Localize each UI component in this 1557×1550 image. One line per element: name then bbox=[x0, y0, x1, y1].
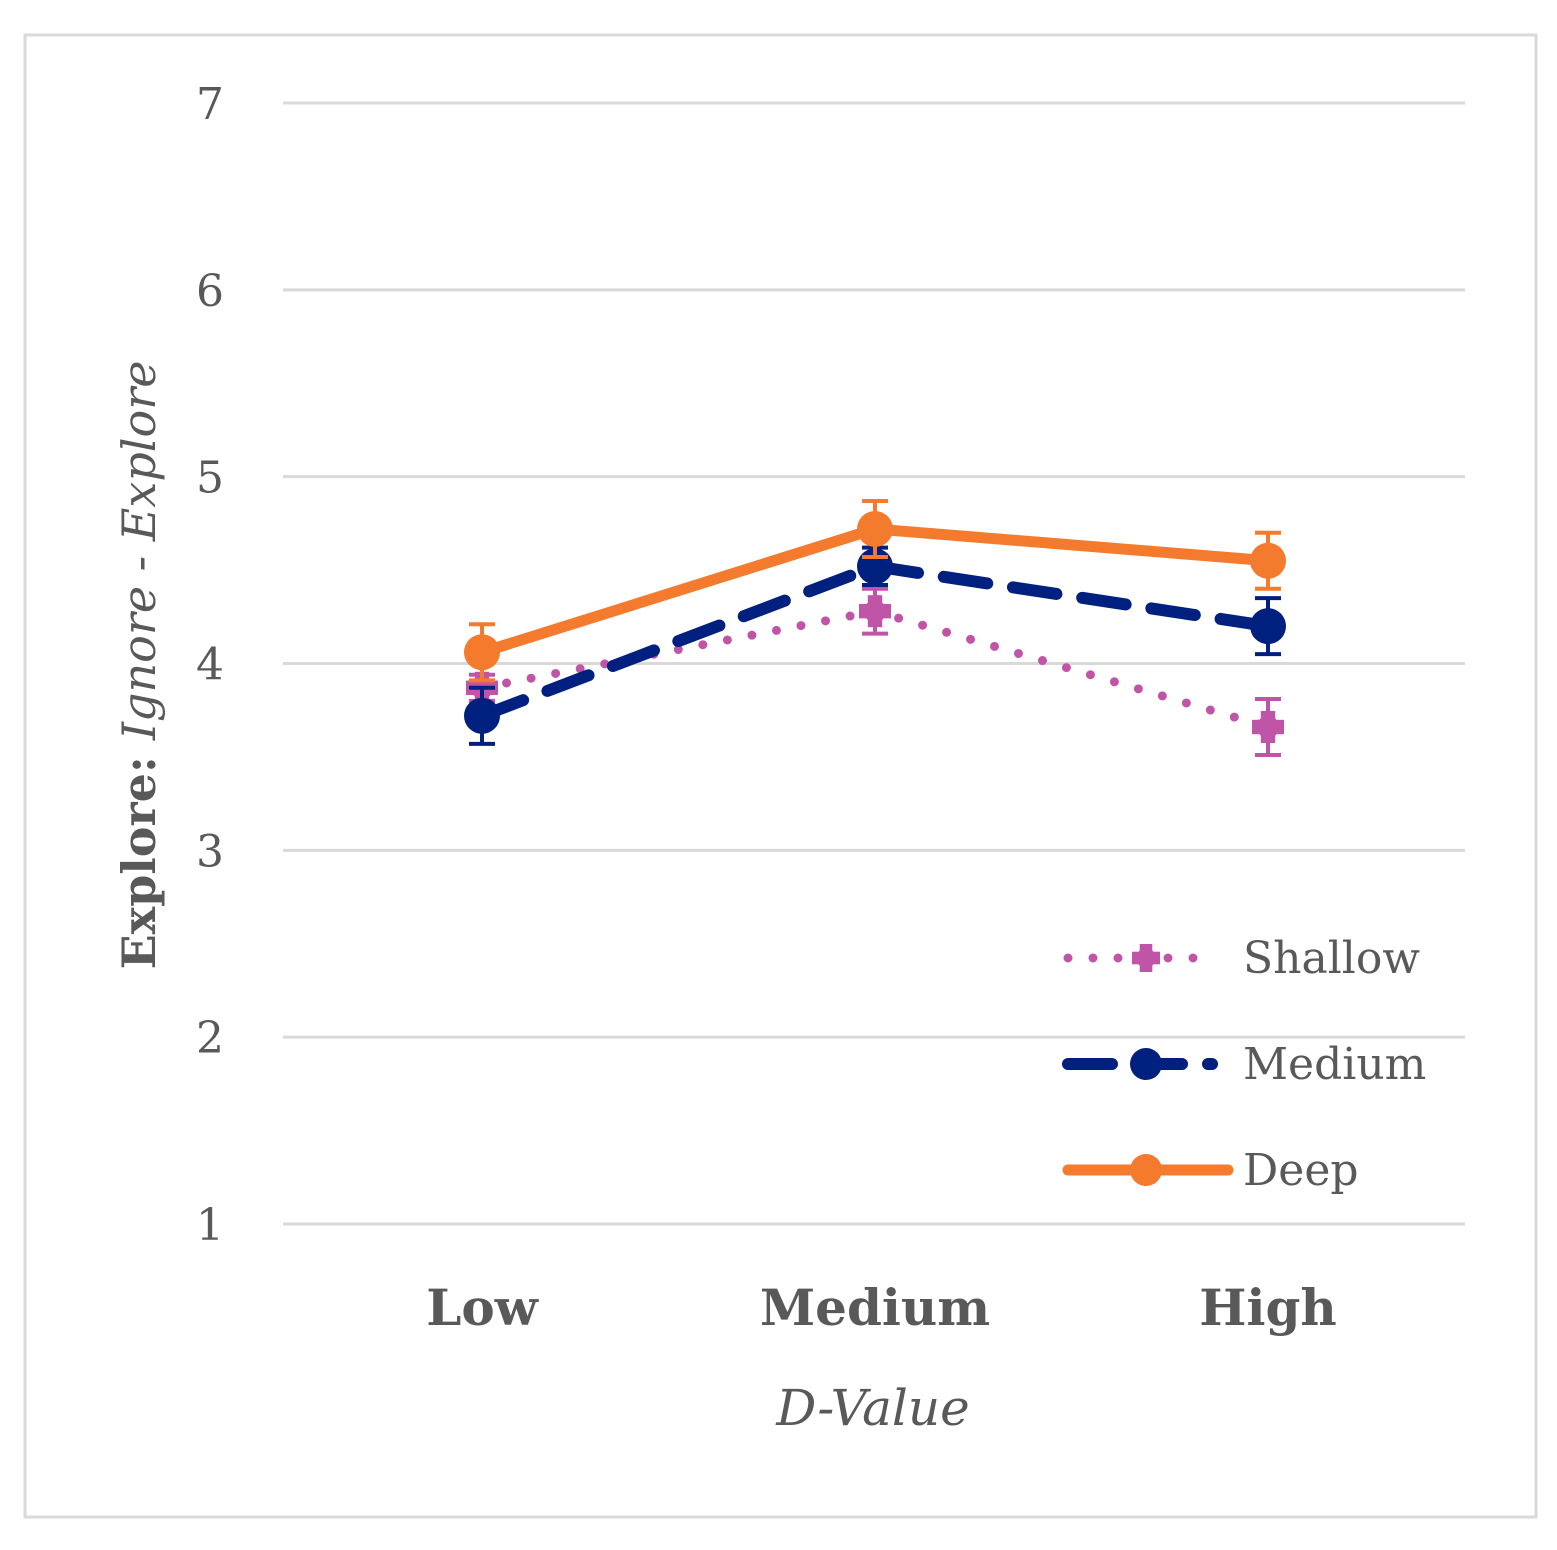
data-point bbox=[464, 697, 500, 734]
x-axis-ticks: Low Medium High bbox=[426, 1278, 1337, 1337]
legend-label: Deep bbox=[1243, 1145, 1359, 1196]
gridlines bbox=[283, 101, 1465, 1226]
data-point bbox=[1252, 711, 1284, 744]
y-axis-label-prefix: Explore: bbox=[112, 740, 166, 969]
y-tick-label: 3 bbox=[196, 826, 224, 877]
legend: Shallow Medium Deep bbox=[1062, 933, 1426, 1196]
y-tick-label: 1 bbox=[196, 1200, 224, 1251]
y-tick-label: 4 bbox=[196, 640, 224, 691]
legend-marker bbox=[1130, 1154, 1162, 1186]
legend-label: Shallow bbox=[1243, 933, 1420, 984]
data-point bbox=[857, 510, 893, 547]
y-axis-ticks: 1 2 3 4 5 6 7 bbox=[196, 79, 224, 1251]
legend-label: Medium bbox=[1243, 1039, 1426, 1090]
legend-marker bbox=[1130, 1048, 1162, 1080]
y-axis-label: Explore: Ignore - Explore bbox=[112, 361, 166, 970]
marker-part bbox=[1256, 715, 1280, 739]
x-tick-label: Medium bbox=[760, 1278, 990, 1337]
marker-part bbox=[863, 599, 887, 623]
data-point bbox=[859, 595, 891, 628]
y-axis-label-italic: Ignore - Explore bbox=[112, 361, 166, 742]
data-point bbox=[1250, 608, 1286, 645]
x-axis-label: D-Value bbox=[775, 1379, 969, 1437]
y-tick-label: 2 bbox=[196, 1013, 224, 1064]
y-tick-label: 5 bbox=[196, 453, 224, 504]
marker-part bbox=[1136, 948, 1156, 968]
series bbox=[464, 498, 1286, 758]
legend-marker bbox=[1132, 944, 1160, 972]
data-point bbox=[1250, 542, 1286, 579]
y-tick-label: 7 bbox=[196, 79, 224, 130]
data-point bbox=[464, 634, 500, 671]
legend-item-medium: Medium bbox=[1062, 1039, 1426, 1090]
chart-border bbox=[23, 33, 1538, 1519]
series-deep bbox=[464, 498, 1286, 683]
x-tick-label: Low bbox=[426, 1278, 540, 1337]
legend-item-shallow: Shallow bbox=[1063, 933, 1420, 984]
y-tick-label: 6 bbox=[196, 266, 224, 317]
legend-item-deep: Deep bbox=[1062, 1145, 1359, 1196]
x-tick-label: High bbox=[1199, 1278, 1337, 1337]
